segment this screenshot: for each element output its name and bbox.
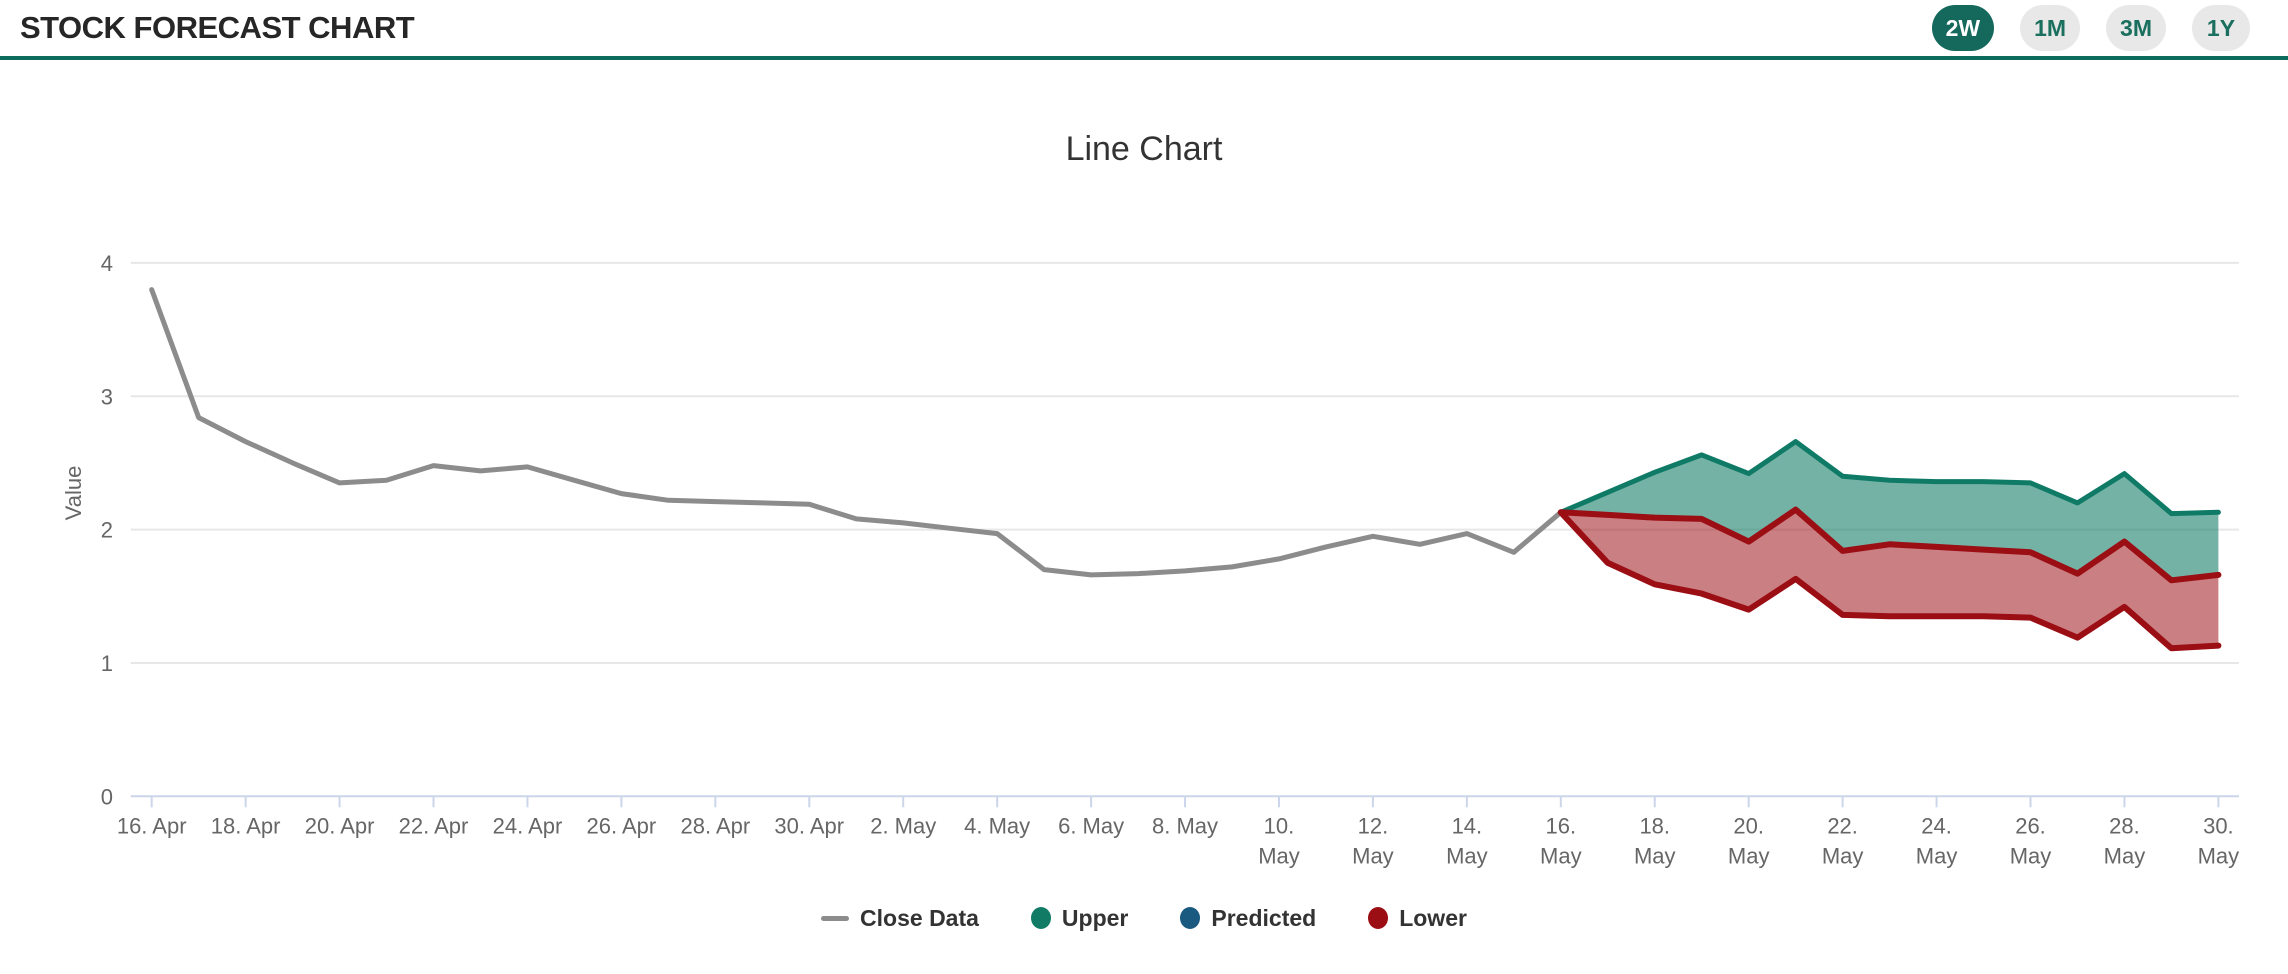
y-tick-label: 0 bbox=[101, 784, 113, 809]
chart-title: Line Chart bbox=[1065, 130, 1223, 168]
x-tick-label: 26. Apr bbox=[587, 813, 657, 838]
x-tick-label: 28. bbox=[2109, 813, 2140, 838]
x-tick-label: May bbox=[1916, 843, 1958, 868]
x-tick-label: 20. Apr bbox=[305, 813, 375, 838]
legend-label: Close Data bbox=[860, 904, 979, 931]
x-tick-label: May bbox=[2104, 843, 2146, 868]
y-tick-label: 2 bbox=[101, 518, 113, 543]
x-tick-label: 4. May bbox=[964, 813, 1030, 838]
x-tick-label: May bbox=[1352, 843, 1394, 868]
x-tick-label: 22. bbox=[1827, 813, 1858, 838]
lower-band-area bbox=[1560, 509, 2219, 649]
x-tick-label: 30. bbox=[2203, 813, 2234, 838]
lower-bound-line bbox=[1557, 509, 2222, 652]
x-tick-label: 6. May bbox=[1058, 813, 1124, 838]
x-tick-label: 18. Apr bbox=[211, 813, 281, 838]
x-tick-label: 22. Apr bbox=[399, 813, 469, 838]
legend-marker-circle bbox=[1180, 907, 1201, 929]
legend-item-lower[interactable]: Lower bbox=[1368, 905, 1467, 932]
x-tick-label: 8. May bbox=[1152, 813, 1218, 838]
x-tick-label: 24. Apr bbox=[493, 813, 563, 838]
range-button-1y[interactable]: 1Y bbox=[2192, 5, 2250, 51]
x-tick-label: May bbox=[1822, 843, 1864, 868]
legend-marker-circle bbox=[1030, 907, 1051, 929]
legend-marker-circle bbox=[1368, 907, 1389, 929]
x-tick-label: May bbox=[2010, 843, 2052, 868]
upper-band-area bbox=[1560, 441, 2219, 581]
x-tick-label: 20. bbox=[1733, 813, 1764, 838]
x-tick-label: May bbox=[1728, 843, 1770, 868]
legend-label: Lower bbox=[1399, 904, 1467, 931]
x-tick-label: 2. May bbox=[870, 813, 936, 838]
range-selector: 2W 1M 3M 1Y bbox=[1931, 5, 2288, 51]
x-tick-label: 16. Apr bbox=[117, 813, 187, 838]
predicted-line bbox=[1557, 506, 2222, 584]
range-button-2w[interactable]: 2W bbox=[1931, 5, 1995, 51]
x-tick-label: 18. bbox=[1639, 813, 1670, 838]
range-button-3m[interactable]: 3M bbox=[2106, 5, 2166, 51]
x-tick-label: 28. Apr bbox=[680, 813, 750, 838]
x-tick-label: May bbox=[1634, 843, 1676, 868]
page-title: STOCK FORECAST CHART bbox=[20, 10, 415, 45]
x-tick-label: 14. bbox=[1452, 813, 1483, 838]
x-tick-label: 16. bbox=[1546, 813, 1577, 838]
legend-item-close-data[interactable]: Close Data bbox=[821, 905, 979, 932]
x-tick-label: May bbox=[1258, 843, 1300, 868]
legend-label: Upper bbox=[1061, 904, 1129, 931]
y-axis-title: Value bbox=[61, 465, 86, 521]
y-tick-label: 3 bbox=[101, 384, 113, 409]
range-button-1m[interactable]: 1M bbox=[2020, 5, 2081, 51]
x-tick-label: May bbox=[1540, 843, 1582, 868]
legend-label: Predicted bbox=[1211, 904, 1317, 931]
x-tick-label: May bbox=[2198, 843, 2240, 868]
close-data-line bbox=[149, 287, 1564, 578]
chart-legend: Close Data Upper Predicted Lower bbox=[0, 896, 2288, 940]
x-tick-label: 10. bbox=[1264, 813, 1295, 838]
upper-bound-line bbox=[1558, 439, 2221, 517]
x-tick-label: May bbox=[1446, 843, 1488, 868]
x-tick-label: 12. bbox=[1358, 813, 1389, 838]
y-tick-label: 1 bbox=[101, 651, 113, 676]
legend-marker-line bbox=[821, 915, 850, 921]
x-tick-label: 24. bbox=[1921, 813, 1952, 838]
legend-item-upper[interactable]: Upper bbox=[1030, 904, 1129, 932]
y-tick-label: 4 bbox=[101, 251, 113, 276]
header-bar: STOCK FORECAST CHART 2W 1M 3M 1Y bbox=[0, 0, 2288, 60]
x-tick-label: 30. Apr bbox=[774, 813, 844, 838]
x-tick-label: 26. bbox=[2015, 813, 2046, 838]
legend-item-predicted[interactable]: Predicted bbox=[1180, 905, 1316, 932]
